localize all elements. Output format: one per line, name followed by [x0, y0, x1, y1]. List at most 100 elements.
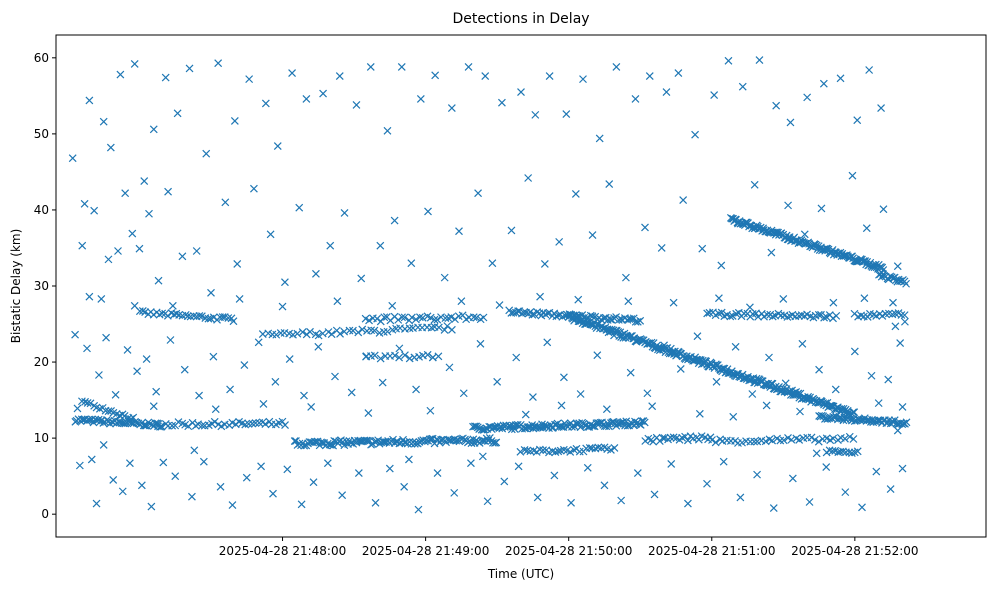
data-point-x-marker	[137, 481, 146, 490]
data-point-x-marker	[257, 462, 266, 471]
data-point-x-marker	[433, 469, 442, 478]
data-point-x-marker	[776, 436, 785, 445]
data-point-x-marker	[97, 295, 106, 303]
data-point-x-marker	[667, 460, 676, 468]
data-point-x-marker	[288, 69, 297, 77]
data-point-x-marker	[695, 409, 704, 418]
data-point-x-marker	[331, 372, 339, 381]
data-point-x-marker	[412, 385, 421, 394]
data-point-x-marker	[683, 499, 692, 508]
data-point-x-marker	[309, 478, 318, 487]
data-point-x-marker	[772, 101, 781, 110]
data-point-x-marker	[173, 109, 182, 118]
data-point-x-marker	[391, 351, 399, 360]
data-point-x-marker	[314, 342, 323, 351]
data-point-x-marker	[891, 322, 900, 331]
data-point-x-marker	[804, 392, 813, 401]
data-point-x-marker	[731, 342, 740, 351]
data-point-x-marker	[233, 260, 242, 268]
data-point-x-marker	[521, 410, 530, 419]
data-point-x-marker	[185, 64, 194, 73]
data-point-x-marker	[878, 263, 887, 272]
data-point-x-marker	[211, 405, 220, 414]
data-point-x-marker	[848, 171, 857, 180]
data-point-x-marker	[77, 415, 86, 424]
data-point-x-marker	[871, 260, 880, 269]
data-point-x-marker	[415, 313, 424, 322]
data-point-x-marker	[777, 311, 785, 320]
data-point-x-marker	[210, 417, 219, 426]
data-point-x-marker	[90, 206, 99, 215]
data-point-x-marker	[314, 331, 323, 340]
data-point-x-marker	[434, 323, 443, 332]
data-point-x-marker	[273, 142, 282, 150]
data-point-x-marker	[550, 471, 559, 480]
data-point-x-marker	[433, 315, 442, 324]
data-point-x-marker	[889, 298, 897, 307]
data-point-x-marker	[92, 499, 101, 508]
data-point-x-marker	[557, 401, 566, 410]
data-point-x-marker	[524, 174, 533, 182]
data-point-x-marker	[566, 448, 575, 456]
data-point-x-marker	[779, 295, 788, 303]
data-point-x-marker	[845, 432, 854, 441]
data-point-x-marker	[543, 338, 552, 347]
data-point-x-marker	[884, 375, 893, 384]
data-point-x-marker	[266, 230, 275, 239]
data-point-x-marker	[814, 310, 823, 319]
data-point-x-marker	[795, 436, 804, 444]
data-point-x-marker	[893, 262, 902, 271]
data-point-x-marker	[283, 465, 292, 474]
x-tick-label: 2025-04-28 21:48:00	[219, 544, 346, 558]
data-point-x-marker	[711, 438, 720, 447]
data-point-x-marker	[540, 260, 549, 268]
data-point-x-marker	[434, 352, 443, 361]
data-point-x-marker	[627, 315, 636, 323]
data-point-x-marker	[500, 477, 509, 486]
data-point-x-marker	[829, 298, 838, 307]
data-point-x-marker	[829, 434, 838, 443]
data-point-x-marker	[898, 403, 907, 411]
data-point-x-marker	[447, 313, 456, 322]
data-point-x-marker	[891, 309, 900, 318]
data-point-x-marker	[787, 435, 796, 444]
data-point-x-marker	[138, 307, 147, 315]
data-point-x-marker	[514, 462, 523, 471]
data-point-x-marker	[732, 309, 741, 318]
data-point-x-marker	[862, 224, 871, 233]
data-point-x-marker	[87, 455, 96, 464]
data-point-x-marker	[617, 496, 626, 505]
data-point-x-marker	[493, 377, 502, 386]
data-point-x-marker	[726, 312, 735, 321]
data-point-x-marker	[380, 313, 389, 322]
data-point-x-marker	[426, 406, 435, 415]
data-point-x-marker	[822, 463, 831, 471]
data-point-x-marker	[464, 63, 473, 71]
data-point-x-marker	[588, 422, 596, 431]
data-point-x-marker	[370, 351, 379, 360]
data-point-x-marker	[541, 310, 550, 319]
data-point-x-marker	[159, 458, 168, 467]
data-point-x-marker	[612, 63, 621, 71]
data-point-x-marker	[378, 378, 387, 387]
data-point-x-marker	[516, 447, 525, 456]
data-point-x-marker	[125, 459, 134, 468]
data-point-x-marker	[347, 388, 356, 397]
data-point-x-marker	[407, 259, 416, 268]
data-point-x-marker	[492, 438, 501, 447]
data-point-x-marker	[674, 69, 683, 77]
data-point-x-marker	[199, 457, 208, 466]
data-point-x-marker	[784, 201, 793, 210]
data-point-x-marker	[740, 309, 748, 318]
data-point-x-marker	[414, 505, 423, 514]
data-point-x-marker	[221, 198, 230, 207]
data-point-x-marker	[633, 469, 642, 478]
data-point-x-marker	[728, 312, 737, 320]
data-point-x-marker	[329, 441, 338, 450]
data-point-x-marker	[738, 82, 747, 91]
data-point-x-marker	[555, 237, 564, 246]
data-point-x-marker	[616, 419, 625, 427]
data-point-x-marker	[400, 313, 409, 322]
data-point-x-marker	[466, 459, 475, 468]
data-point-x-marker	[719, 457, 728, 466]
